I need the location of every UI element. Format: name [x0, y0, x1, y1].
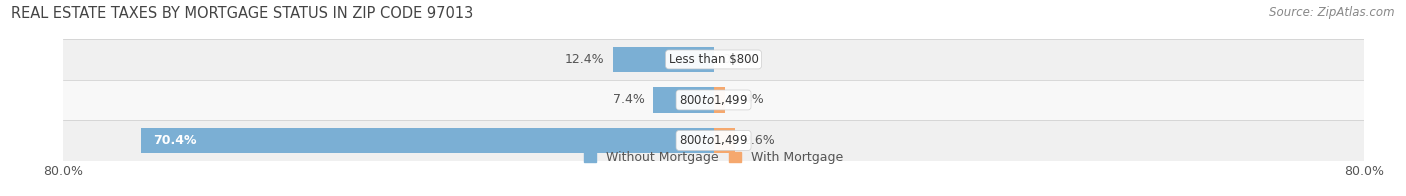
Bar — [63, 80, 1364, 120]
Text: $800 to $1,499: $800 to $1,499 — [679, 93, 748, 107]
Text: Source: ZipAtlas.com: Source: ZipAtlas.com — [1270, 6, 1395, 19]
Bar — [713, 87, 725, 113]
Text: REAL ESTATE TAXES BY MORTGAGE STATUS IN ZIP CODE 97013: REAL ESTATE TAXES BY MORTGAGE STATUS IN … — [11, 6, 474, 21]
Bar — [613, 47, 713, 72]
Text: $800 to $1,499: $800 to $1,499 — [679, 133, 748, 147]
Text: 70.4%: 70.4% — [153, 134, 197, 147]
Legend: Without Mortgage, With Mortgage: Without Mortgage, With Mortgage — [579, 146, 848, 169]
Bar — [63, 120, 1364, 161]
Text: 2.6%: 2.6% — [742, 134, 775, 147]
Bar — [713, 128, 735, 153]
Bar — [63, 39, 1364, 80]
Text: 1.4%: 1.4% — [733, 93, 765, 106]
Text: Less than $800: Less than $800 — [669, 53, 758, 66]
Text: 12.4%: 12.4% — [565, 53, 605, 66]
Bar — [654, 87, 713, 113]
Bar — [141, 128, 713, 153]
Text: 0.0%: 0.0% — [721, 53, 754, 66]
Text: 7.4%: 7.4% — [613, 93, 645, 106]
